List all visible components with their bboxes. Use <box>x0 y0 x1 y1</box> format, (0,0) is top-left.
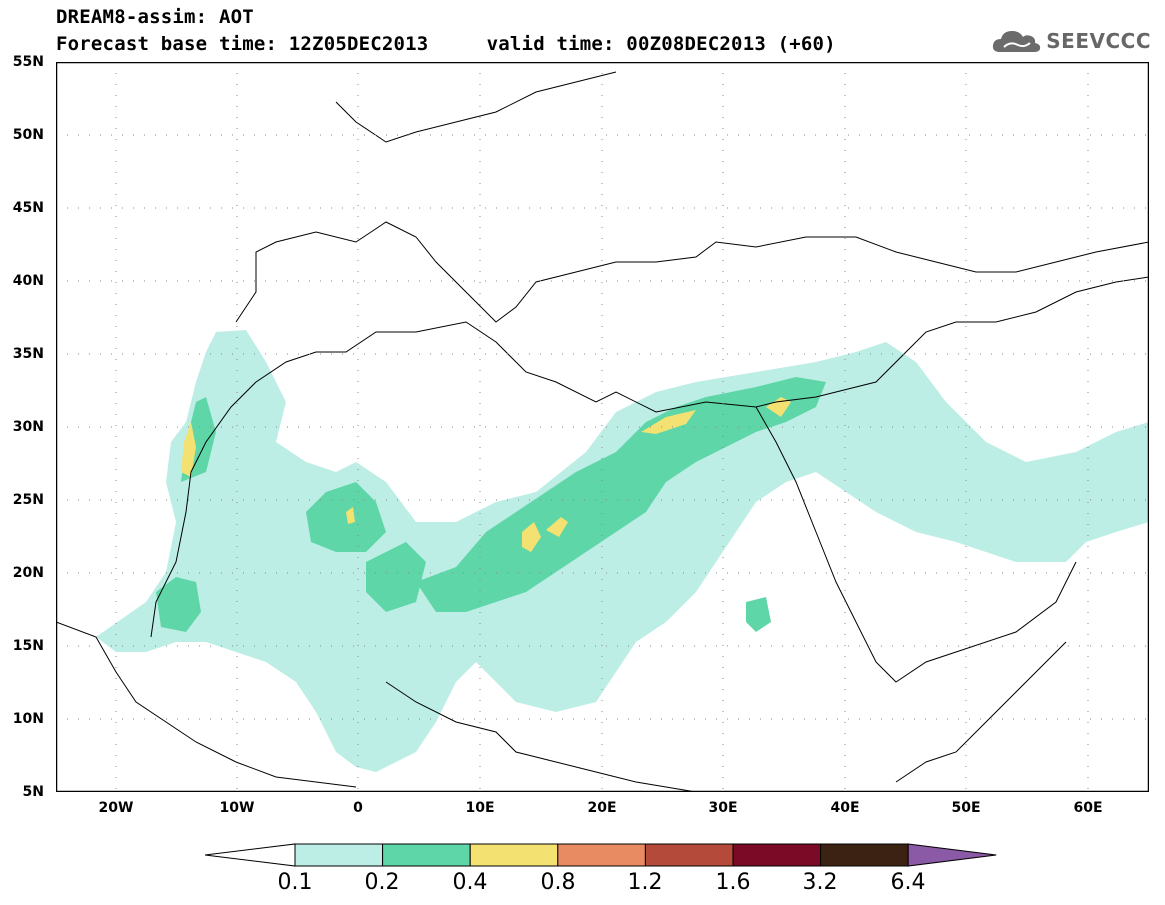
aot-contour-0-4 <box>181 397 791 552</box>
lon-label: 20W <box>98 800 134 816</box>
colorbar-label: 3.2 <box>802 870 838 895</box>
lat-label: 55N <box>12 54 44 70</box>
aot-contour-0-2 <box>156 377 826 632</box>
graticule <box>56 62 1149 792</box>
colorbar-segment <box>205 843 296 867</box>
colorbar-label: 0.4 <box>452 870 488 895</box>
lon-label: 60E <box>1073 800 1103 816</box>
lat-label: 50N <box>12 127 44 143</box>
colorbar-segment <box>820 843 909 867</box>
colorbar-label: 0.1 <box>277 870 313 895</box>
map-area <box>56 62 1149 792</box>
lon-label: 10E <box>465 800 495 816</box>
lat-label: 20N <box>12 565 44 581</box>
lat-label: 30N <box>12 419 44 435</box>
lat-label: 5N <box>22 784 44 800</box>
forecast-time-line: Forecast base time: 12Z05DEC2013 valid t… <box>56 33 836 55</box>
lat-label: 25N <box>12 492 44 508</box>
colorbar-label: 0.2 <box>364 870 400 895</box>
logo-text: SEEVCCC <box>1046 29 1151 53</box>
colorbar-segment <box>644 843 734 867</box>
colorbar-segment <box>469 843 559 867</box>
colorbar-segment <box>382 843 471 867</box>
lon-label: 20E <box>587 800 617 816</box>
aot-map <box>56 62 1149 792</box>
lat-label: 15N <box>12 638 44 654</box>
colorbar <box>205 843 997 867</box>
lon-label: 0 <box>353 800 363 816</box>
colorbar-segment <box>294 843 384 867</box>
lon-label: 30E <box>708 800 738 816</box>
lon-label: 40E <box>830 800 860 816</box>
colorbar-segment <box>907 843 997 867</box>
lat-label: 35N <box>12 346 44 362</box>
lon-label: 50E <box>951 800 981 816</box>
lat-label: 40N <box>12 273 44 289</box>
coastlines <box>56 71 1149 792</box>
map-title: DREAM8-assim: AOT <box>56 6 254 28</box>
lat-label: 45N <box>12 200 44 216</box>
aot-contour-0-1 <box>96 330 1149 772</box>
map-border <box>56 62 1149 792</box>
cloud-icon <box>993 31 1041 52</box>
seevccc-logo: SEEVCCC <box>990 24 1151 58</box>
colorbar-segment <box>732 843 822 867</box>
colorbar-segment <box>557 843 646 867</box>
colorbar-label: 1.2 <box>627 870 663 895</box>
colorbar-label: 1.6 <box>715 870 751 895</box>
lon-label: 10W <box>219 800 255 816</box>
lat-label: 10N <box>12 711 44 727</box>
colorbar-label: 6.4 <box>890 870 926 895</box>
colorbar-label: 0.8 <box>540 870 576 895</box>
